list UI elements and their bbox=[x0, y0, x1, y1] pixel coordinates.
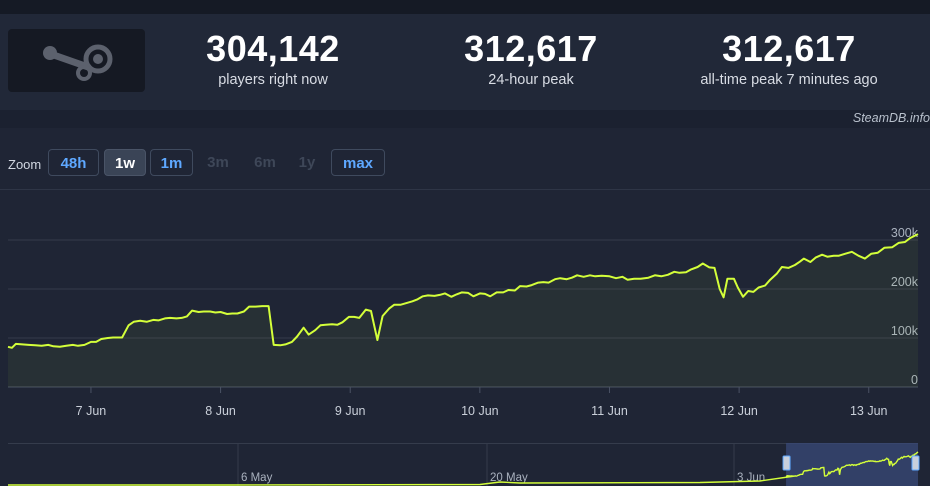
zoom-3m-button: 3m bbox=[207, 154, 229, 171]
y-tick-label: 200k bbox=[891, 275, 919, 289]
zoom-1y-button: 1y bbox=[298, 154, 316, 171]
current-players-value: 304,142 bbox=[206, 28, 340, 69]
x-tick-label: 11 Jun bbox=[591, 404, 628, 418]
series-area bbox=[8, 234, 918, 387]
x-tick-label: 9 Jun bbox=[335, 404, 366, 418]
x-tick-label: 8 Jun bbox=[205, 404, 236, 418]
steam-logo[interactable] bbox=[8, 29, 145, 92]
stat-current-players: 304,142 players right now bbox=[163, 28, 383, 89]
zoom-6m-button: 6m bbox=[254, 154, 276, 171]
zoom-48h-button[interactable]: 48h bbox=[48, 149, 99, 176]
all-time-peak-value: 312,617 bbox=[722, 28, 856, 69]
y-tick-label: 100k bbox=[891, 324, 919, 338]
top-bar bbox=[0, 0, 930, 14]
zoom-max-button[interactable]: max bbox=[331, 149, 385, 176]
zoom-1m-button[interactable]: 1m bbox=[150, 149, 193, 176]
current-players-label: players right now bbox=[218, 72, 328, 88]
navigator-tick-label: 6 May bbox=[241, 472, 273, 484]
navigator-tick-label: 20 May bbox=[490, 472, 528, 484]
chart-credit[interactable]: SteamDB.info bbox=[852, 111, 930, 125]
chart-container bbox=[0, 128, 930, 486]
zoom-1w-button[interactable]: 1w bbox=[104, 149, 146, 176]
navigator-series-line bbox=[8, 451, 919, 486]
x-tick-label: 12 Jun bbox=[720, 404, 758, 418]
stats-header: 304,142 players right now 312,617 24-hou… bbox=[0, 14, 930, 110]
x-tick-label: 7 Jun bbox=[76, 404, 107, 418]
all-time-peak-label: all-time peak 7 minutes ago bbox=[700, 72, 878, 88]
navigator-right-handle[interactable] bbox=[911, 455, 920, 471]
peak-24h-value: 312,617 bbox=[464, 28, 598, 69]
zoom-label: Zoom bbox=[8, 157, 42, 172]
zoom-divider bbox=[0, 189, 930, 190]
steam-logo-icon bbox=[43, 44, 113, 81]
navigator-chart[interactable]: 6 May 20 May 3 Jun bbox=[0, 443, 930, 486]
navigator-left-handle[interactable] bbox=[782, 455, 791, 471]
stat-24h-peak: 312,617 24-hour peak bbox=[421, 28, 641, 89]
stat-all-time-peak: 312,617 all-time peak 7 minutes ago bbox=[679, 28, 899, 89]
x-tick-label: 13 Jun bbox=[850, 404, 888, 418]
y-tick-label: 0 bbox=[911, 373, 918, 387]
navigator-tick-label: 3 Jun bbox=[737, 472, 765, 484]
peak-24h-label: 24-hour peak bbox=[488, 72, 574, 88]
x-tick-label: 10 Jun bbox=[461, 404, 499, 418]
series-line bbox=[7, 233, 919, 349]
